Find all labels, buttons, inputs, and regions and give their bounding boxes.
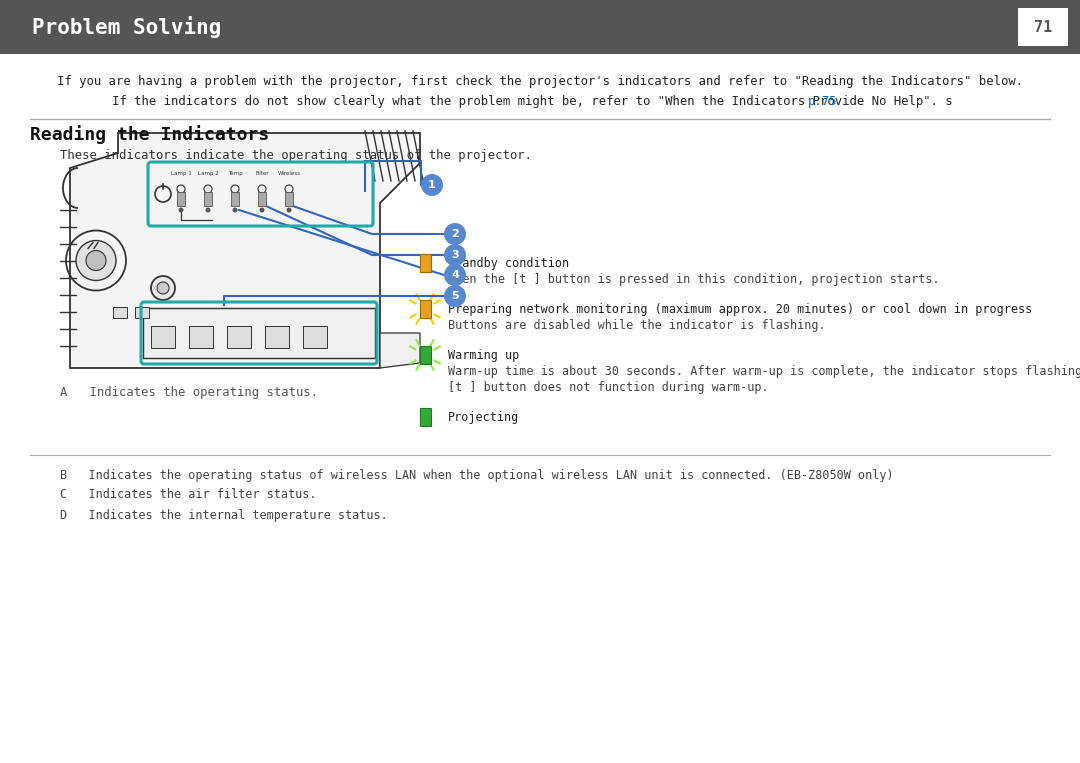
Circle shape (86, 250, 106, 271)
Bar (177, 192, 185, 206)
Text: These indicators indicate the operating status of the projector.: These indicators indicate the operating … (60, 150, 532, 163)
Bar (420, 300, 431, 318)
Text: 5: 5 (451, 291, 459, 301)
Text: A   Indicates the operating status.: A Indicates the operating status. (60, 386, 319, 399)
Bar (227, 326, 251, 348)
Text: 71: 71 (1034, 20, 1052, 34)
Bar (1018, 8, 1068, 46)
Circle shape (232, 208, 238, 213)
Bar (258, 192, 266, 206)
Circle shape (178, 208, 184, 213)
Text: Lamp 1: Lamp 1 (171, 171, 191, 176)
Bar (231, 192, 239, 206)
Text: C   Indicates the air filter status.: C Indicates the air filter status. (60, 488, 316, 501)
Text: B   Indicates the operating status of wireless LAN when the optional wireless LA: B Indicates the operating status of wire… (60, 468, 893, 481)
Text: If the indicators do not show clearly what the problem might be, refer to "When : If the indicators do not show clearly wh… (112, 95, 968, 108)
Bar (204, 192, 212, 206)
Bar (143, 308, 375, 358)
Bar (113, 307, 127, 318)
Circle shape (444, 223, 465, 245)
Bar (420, 408, 431, 426)
Text: Lamp 2: Lamp 2 (198, 171, 218, 176)
Circle shape (444, 244, 465, 266)
Circle shape (444, 285, 465, 307)
Text: Buttons are disabled while the indicator is flashing.: Buttons are disabled while the indicator… (448, 318, 825, 331)
Text: 3: 3 (451, 250, 459, 260)
Circle shape (76, 240, 116, 281)
Circle shape (157, 282, 168, 294)
Text: Projecting: Projecting (448, 410, 519, 423)
Bar (189, 326, 213, 348)
Bar (0, 0, 1080, 54)
Circle shape (205, 208, 211, 213)
Bar (265, 326, 289, 348)
Polygon shape (70, 133, 420, 368)
Bar (420, 346, 431, 364)
Bar (285, 192, 293, 206)
Text: [t ] button does not function during warm-up.: [t ] button does not function during war… (448, 381, 769, 394)
Bar (420, 254, 431, 272)
Text: Wireless: Wireless (278, 171, 300, 176)
Text: 4: 4 (451, 270, 459, 280)
Text: If you are having a problem with the projector, first check the projector's indi: If you are having a problem with the pro… (57, 75, 1023, 88)
Text: Reading the Indicators: Reading the Indicators (30, 125, 269, 144)
Text: Preparing network monitoring (maximum approx. 20 minutes) or cool down in progre: Preparing network monitoring (maximum ap… (448, 302, 1032, 315)
Text: Standby condition: Standby condition (448, 256, 569, 269)
Circle shape (259, 208, 265, 213)
Circle shape (421, 174, 443, 196)
Text: 1: 1 (428, 180, 436, 190)
Bar (303, 326, 327, 348)
Text: Warm-up time is about 30 seconds. After warm-up is complete, the indicator stops: Warm-up time is about 30 seconds. After … (448, 365, 1080, 378)
Text: D   Indicates the internal temperature status.: D Indicates the internal temperature sta… (60, 508, 388, 521)
Bar (151, 326, 175, 348)
Text: Temp: Temp (228, 171, 242, 176)
Bar (135, 307, 149, 318)
Text: When the [t ] button is pressed in this condition, projection starts.: When the [t ] button is pressed in this … (448, 272, 940, 285)
Circle shape (444, 264, 465, 286)
Text: 2: 2 (451, 229, 459, 239)
Text: Warming up: Warming up (448, 349, 519, 362)
Text: Problem Solving: Problem Solving (32, 16, 221, 38)
Text: p.75: p.75 (808, 95, 837, 108)
Polygon shape (380, 333, 420, 368)
Text: Filter: Filter (255, 171, 269, 176)
Circle shape (151, 276, 175, 300)
Circle shape (286, 208, 292, 213)
